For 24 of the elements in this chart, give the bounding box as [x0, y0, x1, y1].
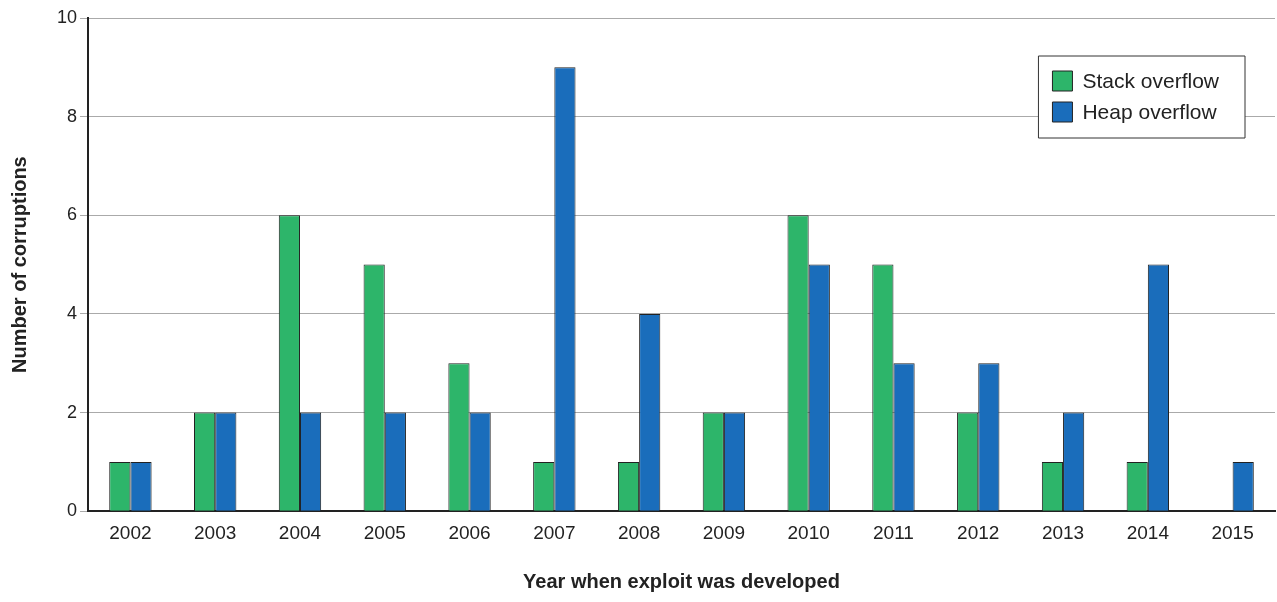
y-tick-label: 2: [67, 401, 78, 422]
x-tick-label: 2002: [109, 521, 152, 543]
x-tick-label: 2012: [957, 521, 1000, 543]
x-tick-label: 2006: [448, 521, 491, 543]
x-tick-label: 2005: [363, 521, 406, 543]
x-tick-label: 2009: [702, 521, 746, 543]
y-axis-title: Number of corruptions: [7, 156, 30, 373]
y-tick-label: 0: [67, 500, 78, 521]
x-tick-label: 2014: [1126, 521, 1170, 543]
x-tick-label: 2003: [194, 521, 237, 543]
x-tick-label: 2008: [617, 521, 661, 543]
x-tick-label: 2004: [278, 521, 322, 543]
x-tick-label: 2015: [1211, 521, 1254, 543]
x-tick-label: 2013: [1041, 521, 1085, 543]
y-tick-label: 6: [67, 204, 78, 225]
y-tick-label: 10: [56, 6, 78, 27]
x-tick-label: 2011: [873, 521, 914, 543]
x-tick-label: 2010: [787, 521, 830, 543]
legend-label: Stack overflow: [1082, 68, 1220, 92]
x-tick-label: 2007: [533, 521, 576, 543]
x-axis-title: Year when exploit was developed: [523, 569, 840, 592]
y-tick-label: 8: [67, 105, 78, 126]
y-tick-label: 4: [67, 302, 78, 323]
legend-label: Heap overflow: [1082, 99, 1218, 123]
